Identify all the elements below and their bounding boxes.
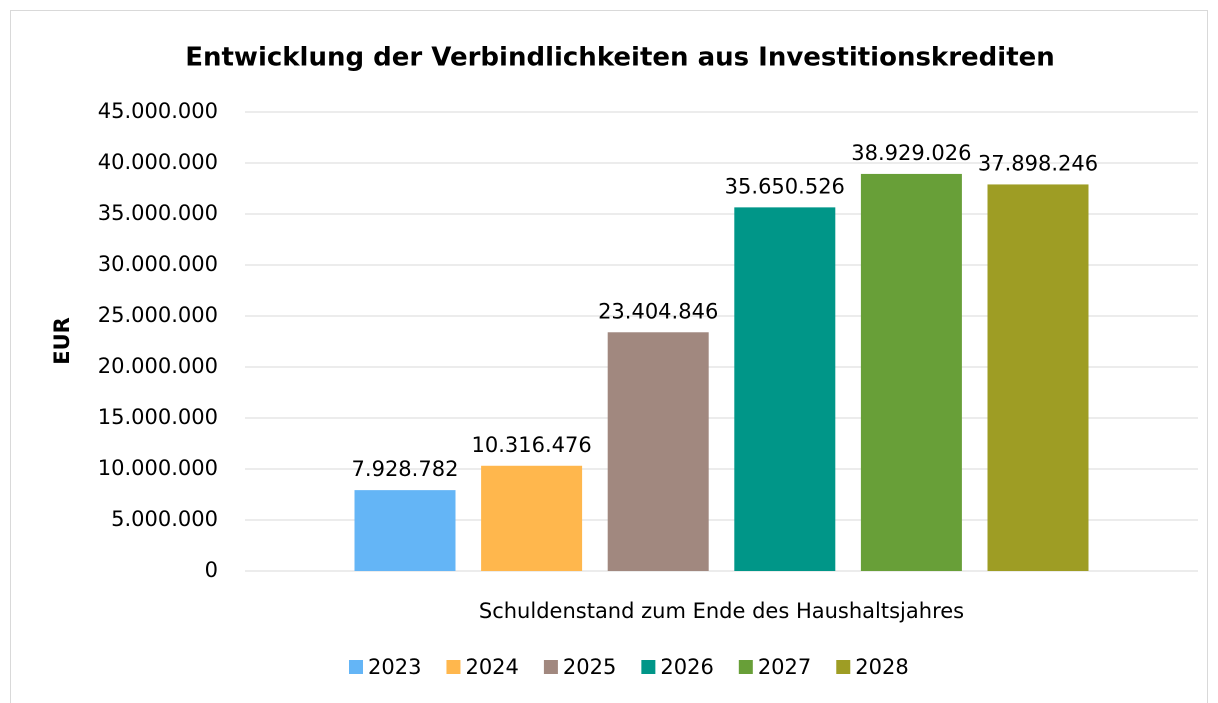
legend-swatch [446, 660, 461, 674]
y-tick-label: 15.000.000 [98, 405, 218, 429]
x-tick-label: Schuldenstand zum Ende des Haushaltsjahr… [479, 599, 964, 623]
data-label: 35.650.526 [725, 174, 845, 198]
bar [607, 332, 709, 571]
legend-swatch [836, 660, 851, 674]
legend-label: 2023 [368, 655, 421, 679]
bar [987, 184, 1089, 571]
y-tick-label: 5.000.000 [111, 507, 218, 531]
y-tick-label: 45.000.000 [98, 99, 218, 123]
bar [860, 173, 962, 571]
data-label: 7.928.782 [352, 457, 459, 481]
legend-label: 2028 [855, 655, 908, 679]
y-tick-label: 25.000.000 [98, 303, 218, 327]
y-tick-label: 30.000.000 [98, 252, 218, 276]
bar [734, 207, 836, 572]
y-tick-label: 10.000.000 [98, 456, 218, 480]
y-tick-label: 35.000.000 [98, 201, 218, 225]
legend-label: 2027 [758, 655, 811, 679]
y-tick-label: 40.000.000 [98, 150, 218, 174]
legend-label: 2026 [660, 655, 713, 679]
chart-title: Entwicklung der Verbindlichkeiten aus In… [185, 43, 1055, 73]
bar [354, 490, 456, 571]
data-label: 10.316.476 [471, 433, 591, 457]
legend-swatch [543, 660, 558, 674]
data-label: 38.929.026 [851, 141, 971, 165]
legend-swatch [349, 660, 363, 674]
data-label: 23.404.846 [598, 299, 718, 323]
legend-label: 2024 [465, 655, 518, 679]
legend-swatch [641, 660, 656, 674]
legend-label: 2025 [563, 655, 616, 679]
data-label: 37.898.246 [978, 151, 1098, 175]
y-tick-label: 0 [205, 558, 218, 582]
legend-swatch [738, 660, 753, 674]
y-axis-label: EUR [50, 317, 74, 365]
y-tick-label: 20.000.000 [98, 354, 218, 378]
bar [481, 465, 583, 571]
